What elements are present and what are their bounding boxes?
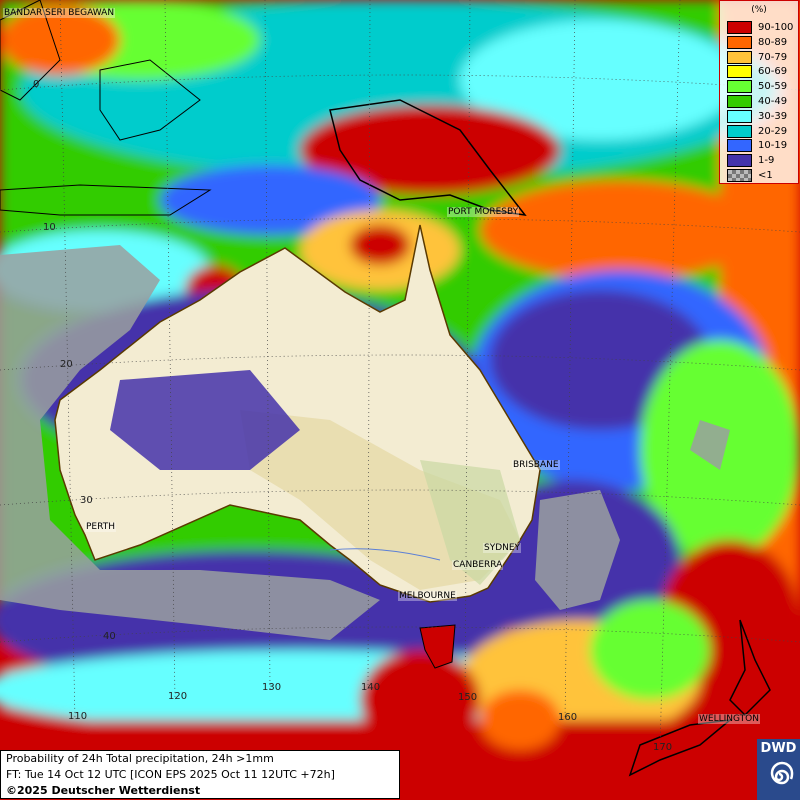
- lon-label: 110: [68, 711, 88, 722]
- forecast-time: FT: Tue 14 Oct 12 UTC [ICON EPS 2025 Oct…: [6, 768, 335, 781]
- product-title: Probability of 24h Total precipitation, …: [6, 752, 274, 765]
- legend-label: 40-49: [758, 96, 788, 107]
- legend-item: 70-79: [727, 50, 799, 64]
- city-label: MELBOURNE: [398, 591, 457, 601]
- legend: (%) 90-100 80-89 70-79 60-69 50-59 40-49 30-39…: [719, 0, 799, 184]
- city-label: PORT MORESBY: [447, 207, 520, 217]
- legend-label: 1-9: [758, 155, 775, 167]
- lat-label: 20: [60, 359, 73, 370]
- logo-text: DWD: [760, 741, 797, 756]
- tasmania: [419, 624, 456, 669]
- legend-label: 50-59: [758, 81, 788, 93]
- info-box: Probability of 24h Total precipitation, …: [0, 750, 400, 799]
- legend-label: <1: [758, 170, 773, 181]
- legend-swatch: [727, 139, 752, 153]
- legend-title: (%): [751, 5, 767, 15]
- lat-label: 0: [33, 79, 40, 90]
- legend-swatch: [727, 109, 752, 123]
- city-label: PERTH: [85, 522, 116, 532]
- copyright: ©2025 Deutscher Wetterdienst: [6, 784, 201, 797]
- dwd-swirl-icon: [770, 761, 794, 785]
- lat-label: 30: [80, 495, 93, 506]
- dwd-logo: DWD: [757, 739, 800, 800]
- legend-swatch: [727, 21, 752, 34]
- city-label: CANBERRA: [452, 560, 504, 570]
- legend-label: 80-89: [758, 36, 788, 48]
- legend-item: 80-89: [727, 35, 799, 49]
- lon-label: 150: [458, 692, 478, 703]
- legend-item: 90-100: [727, 21, 799, 34]
- legend-label: 20-29: [758, 125, 788, 137]
- legend-item: 1-9: [727, 154, 799, 168]
- legend-label: 30-39: [758, 110, 788, 122]
- city-label: BANDAR SERI BEGAWAN: [3, 8, 116, 18]
- legend-label: 90-100: [758, 22, 794, 33]
- legend-swatch: [727, 35, 752, 49]
- lon-label: 160: [558, 712, 578, 723]
- legend-swatch: [727, 65, 752, 79]
- lat-label: 10: [43, 222, 56, 233]
- legend-item: 40-49: [727, 95, 799, 108]
- city-label: BRISBANE: [512, 460, 560, 470]
- new-zealand: [729, 619, 771, 717]
- city-label: SYDNEY: [483, 543, 522, 553]
- legend-swatch: [727, 50, 752, 64]
- legend-swatch: [727, 80, 752, 94]
- new-guinea: [329, 99, 527, 217]
- legend-item: 20-29: [727, 124, 799, 138]
- lon-label: 140: [361, 682, 381, 693]
- legend-label: 10-19: [758, 140, 788, 152]
- lon-label: 120: [168, 691, 188, 702]
- legend-swatch: [727, 95, 752, 108]
- legend-swatch: [727, 169, 752, 182]
- city-label: WELLINGTON: [698, 714, 760, 724]
- lon-label: 130: [262, 682, 282, 693]
- legend-item: 60-69: [727, 65, 799, 79]
- lat-label: 40: [103, 631, 116, 642]
- legend-item: 30-39: [727, 109, 799, 123]
- legend-label: 70-79: [758, 51, 788, 63]
- legend-label: 60-69: [758, 66, 788, 78]
- legend-item: 10-19: [727, 139, 799, 153]
- legend-swatch: [727, 154, 752, 168]
- legend-swatch: [727, 124, 752, 138]
- legend-item: <1: [727, 169, 799, 182]
- lon-label: 170: [653, 742, 673, 753]
- legend-item: 50-59: [727, 80, 799, 94]
